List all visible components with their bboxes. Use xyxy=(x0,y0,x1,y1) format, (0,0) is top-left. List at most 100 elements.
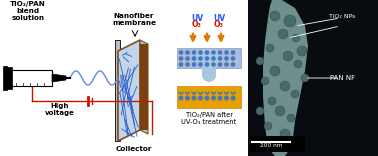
Circle shape xyxy=(185,88,190,93)
Circle shape xyxy=(211,90,216,95)
Circle shape xyxy=(178,95,183,100)
Circle shape xyxy=(231,102,235,107)
Bar xyxy=(250,136,305,152)
Circle shape xyxy=(266,44,274,52)
Text: UV: UV xyxy=(213,14,225,23)
Circle shape xyxy=(297,46,307,56)
Circle shape xyxy=(211,50,216,55)
Polygon shape xyxy=(118,40,140,141)
Circle shape xyxy=(198,90,203,95)
Circle shape xyxy=(284,15,296,27)
Circle shape xyxy=(275,106,285,116)
Circle shape xyxy=(218,62,222,67)
Polygon shape xyxy=(263,0,308,156)
Circle shape xyxy=(224,102,229,107)
Circle shape xyxy=(287,114,295,122)
Circle shape xyxy=(231,88,235,93)
Circle shape xyxy=(231,62,235,67)
Circle shape xyxy=(294,60,302,68)
Circle shape xyxy=(291,90,299,98)
Circle shape xyxy=(185,90,190,95)
Circle shape xyxy=(256,107,264,115)
Circle shape xyxy=(198,95,203,100)
Circle shape xyxy=(179,62,183,67)
Circle shape xyxy=(192,56,196,61)
Bar xyxy=(177,86,241,108)
Circle shape xyxy=(231,56,235,61)
Circle shape xyxy=(224,95,229,100)
Bar xyxy=(10,70,52,86)
Text: TiO₂/PAN
blend
solution: TiO₂/PAN blend solution xyxy=(10,1,46,21)
Circle shape xyxy=(179,50,183,55)
Circle shape xyxy=(231,95,235,100)
Circle shape xyxy=(224,50,229,55)
Circle shape xyxy=(270,66,280,76)
Circle shape xyxy=(217,95,223,100)
Circle shape xyxy=(198,88,203,93)
Circle shape xyxy=(271,142,279,150)
Circle shape xyxy=(205,62,209,67)
Circle shape xyxy=(185,62,190,67)
Circle shape xyxy=(178,90,183,95)
Text: O₃: O₃ xyxy=(214,20,224,29)
Circle shape xyxy=(231,90,235,95)
Circle shape xyxy=(204,88,209,93)
Bar xyxy=(3,66,7,90)
Circle shape xyxy=(192,50,196,55)
Circle shape xyxy=(198,50,203,55)
Circle shape xyxy=(185,102,190,107)
Circle shape xyxy=(205,56,209,61)
Text: UV: UV xyxy=(191,14,203,23)
Text: TiO₂ NPs: TiO₂ NPs xyxy=(328,14,355,19)
Circle shape xyxy=(224,88,229,93)
Bar xyxy=(248,0,378,156)
Circle shape xyxy=(204,95,209,100)
Circle shape xyxy=(211,88,216,93)
Bar xyxy=(140,44,148,130)
Circle shape xyxy=(192,90,197,95)
Circle shape xyxy=(211,102,216,107)
Circle shape xyxy=(217,88,223,93)
Polygon shape xyxy=(52,74,66,82)
Text: TiO₂/PAN after
UV-O₃ treatment: TiO₂/PAN after UV-O₃ treatment xyxy=(181,112,237,125)
Circle shape xyxy=(292,137,300,145)
Circle shape xyxy=(185,50,190,55)
Circle shape xyxy=(179,56,183,61)
Circle shape xyxy=(224,90,229,95)
Circle shape xyxy=(205,50,209,55)
Circle shape xyxy=(211,95,216,100)
Text: O₃: O₃ xyxy=(192,20,202,29)
Circle shape xyxy=(283,51,293,61)
Circle shape xyxy=(278,29,288,39)
Text: Nanofiber
membrane: Nanofiber membrane xyxy=(112,13,156,26)
Circle shape xyxy=(270,11,280,21)
Circle shape xyxy=(224,56,229,61)
Circle shape xyxy=(198,102,203,107)
Circle shape xyxy=(185,95,190,100)
Circle shape xyxy=(256,57,264,65)
Circle shape xyxy=(224,62,229,67)
Circle shape xyxy=(261,77,269,85)
Circle shape xyxy=(178,88,183,93)
Circle shape xyxy=(211,62,216,67)
Circle shape xyxy=(211,56,216,61)
Circle shape xyxy=(301,74,309,82)
Circle shape xyxy=(198,62,203,67)
Circle shape xyxy=(231,50,235,55)
Polygon shape xyxy=(140,40,148,134)
Circle shape xyxy=(204,90,209,95)
Circle shape xyxy=(192,88,197,93)
Text: PAN NF: PAN NF xyxy=(330,75,355,81)
Circle shape xyxy=(280,81,290,91)
Circle shape xyxy=(185,56,190,61)
Text: 200 nm: 200 nm xyxy=(260,143,282,148)
Text: Collector: Collector xyxy=(116,146,152,152)
Circle shape xyxy=(218,56,222,61)
Bar xyxy=(115,40,120,141)
Circle shape xyxy=(178,102,183,107)
Circle shape xyxy=(198,56,203,61)
Circle shape xyxy=(264,122,272,130)
Circle shape xyxy=(268,97,276,105)
Circle shape xyxy=(192,95,197,100)
Text: High
voltage: High voltage xyxy=(45,103,75,116)
